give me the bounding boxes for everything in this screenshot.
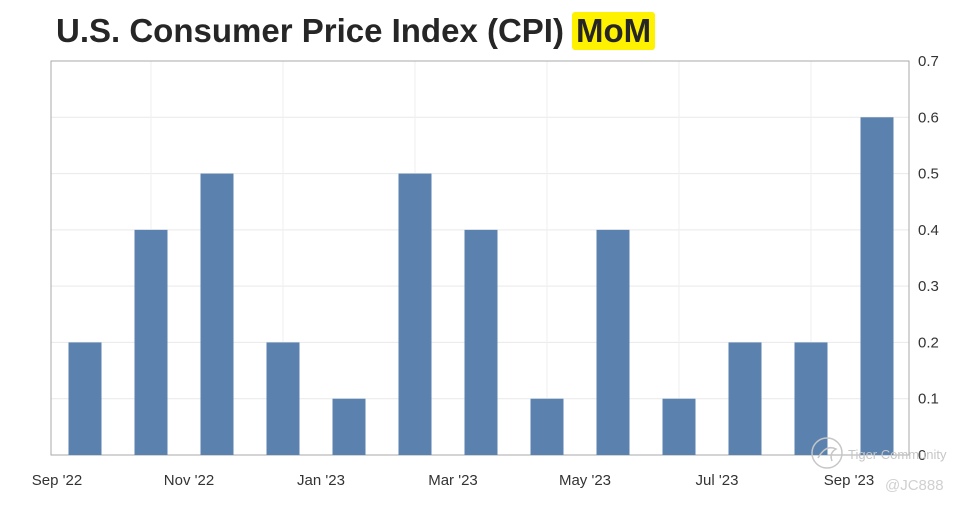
bar-jul-23 bbox=[728, 342, 762, 455]
bar-aug-23 bbox=[794, 342, 828, 455]
bar-nov-22 bbox=[200, 173, 234, 456]
bar-oct-22 bbox=[134, 229, 168, 455]
bar-jun-23 bbox=[662, 398, 696, 455]
x-tick-label: May '23 bbox=[559, 472, 611, 489]
y-tick-label: 0.2 bbox=[918, 334, 939, 351]
bar-feb-23 bbox=[398, 173, 432, 456]
page-title: U.S. Consumer Price Index (CPI) MoM bbox=[56, 9, 656, 53]
x-tick-label: Sep '23 bbox=[824, 472, 874, 489]
watermark-handle: @JC888 bbox=[885, 477, 944, 494]
y-tick-label: 0.4 bbox=[918, 222, 939, 239]
bar-sep-22 bbox=[68, 342, 102, 455]
title-highlight: MoM bbox=[571, 12, 656, 50]
bar-may-23 bbox=[596, 229, 630, 455]
bar-jan-23 bbox=[332, 398, 366, 455]
tiger-logo-icon bbox=[811, 437, 843, 469]
bar-apr-23 bbox=[530, 398, 564, 455]
y-tick-label: 0.5 bbox=[918, 166, 939, 183]
y-tick-label: 0.1 bbox=[918, 391, 939, 408]
watermark: Tiger Community @JC888 bbox=[811, 437, 947, 494]
y-axis-ticks: 0 0.1 0.2 0.3 0.4 0.5 0.6 0.7 bbox=[918, 53, 939, 464]
chart-bars bbox=[68, 117, 894, 456]
y-tick-label: 0 bbox=[918, 447, 926, 464]
x-tick-label: Nov '22 bbox=[164, 472, 214, 489]
bar-dec-22 bbox=[266, 342, 300, 455]
x-tick-label: Mar '23 bbox=[428, 472, 478, 489]
y-tick-label: 0.7 bbox=[918, 53, 939, 70]
x-tick-label: Jul '23 bbox=[696, 472, 739, 489]
bar-sep-23 bbox=[860, 117, 894, 456]
title-main: U.S. Consumer Price Index (CPI) bbox=[56, 12, 564, 49]
x-tick-label: Sep '22 bbox=[32, 472, 82, 489]
bar-mar-23 bbox=[464, 229, 498, 455]
y-tick-label: 0.3 bbox=[918, 278, 939, 295]
watermark-brand: Tiger Community bbox=[848, 447, 947, 462]
y-tick-label: 0.6 bbox=[918, 109, 939, 126]
x-tick-label: Jan '23 bbox=[297, 472, 345, 489]
x-axis-ticks: Sep '22 Nov '22 Jan '23 Mar '23 May '23 Jul '… bbox=[32, 472, 874, 489]
